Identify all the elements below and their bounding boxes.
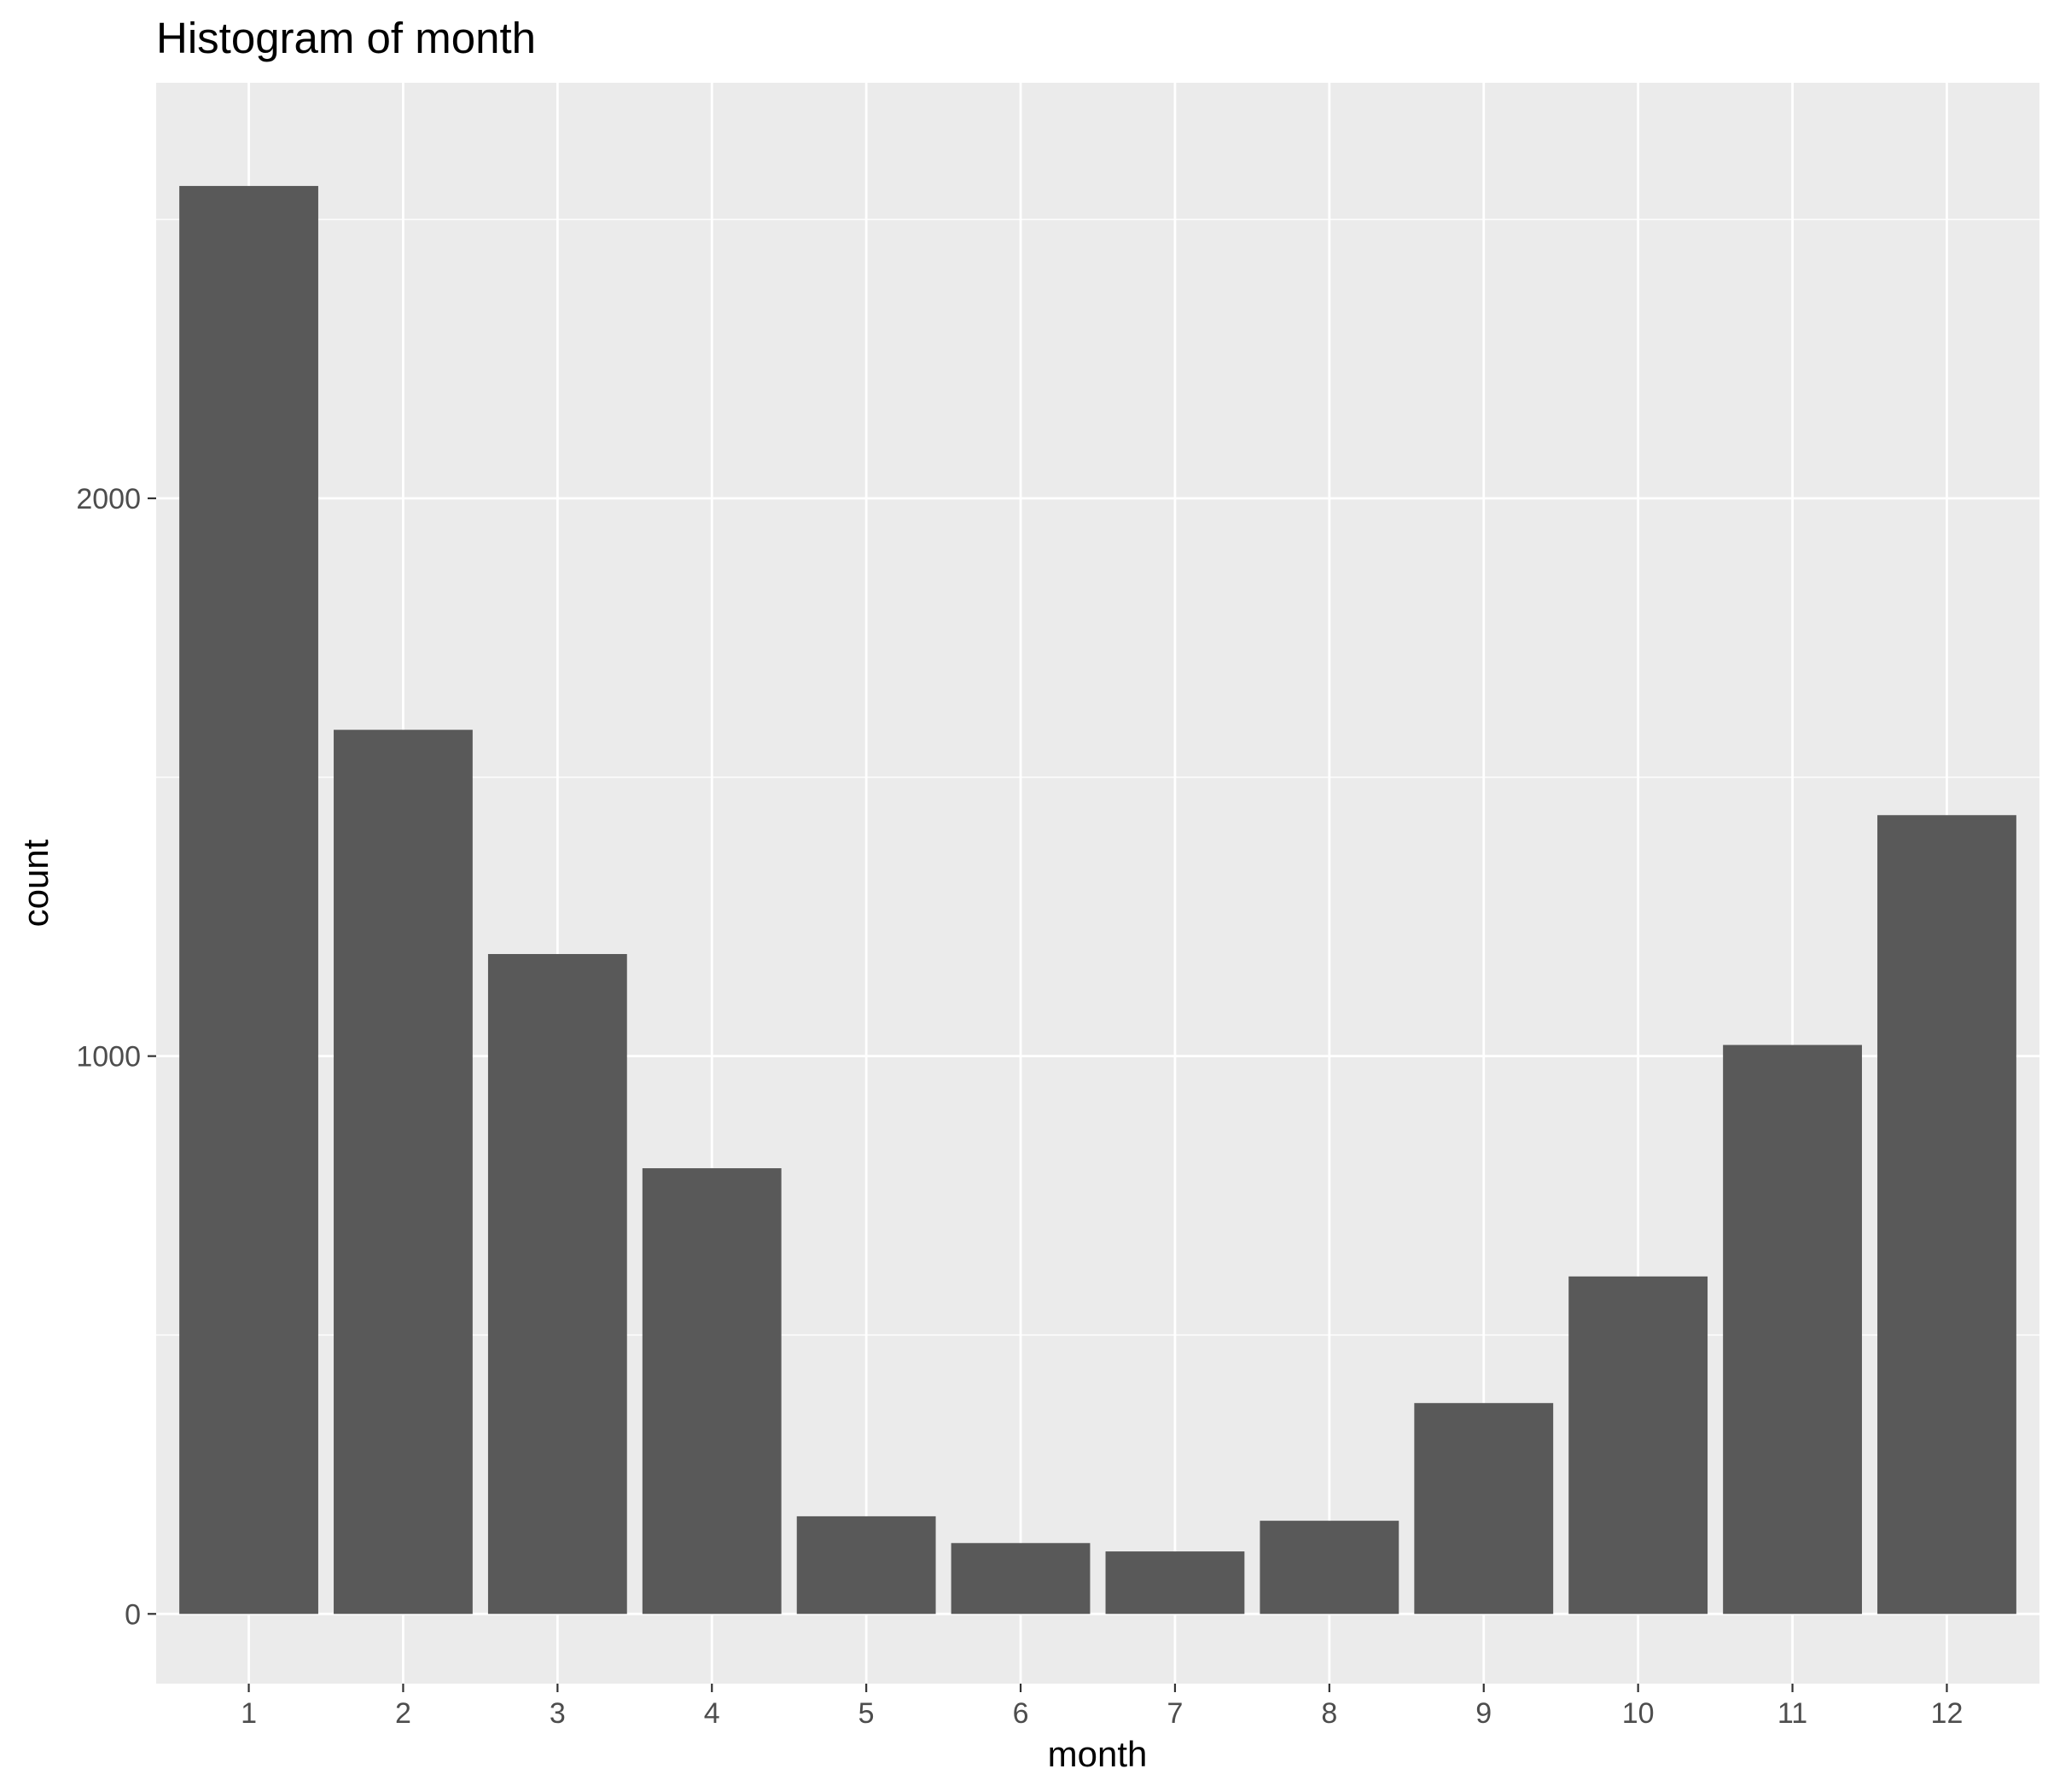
bar-month-11 [1723, 1044, 1862, 1615]
bar-month-8 [1260, 1521, 1399, 1615]
bar-month-4 [642, 1168, 782, 1615]
x-tick-label: 7 [1167, 1697, 1183, 1730]
x-tick-label: 6 [1013, 1697, 1029, 1730]
chart-title: Histogram of month [156, 14, 536, 62]
x-tick-label: 4 [704, 1697, 720, 1730]
x-tick-label: 3 [550, 1697, 566, 1730]
y-tick-label: 0 [125, 1598, 141, 1631]
bar-month-12 [1877, 815, 2016, 1615]
bars [179, 185, 2016, 1615]
bar-month-6 [951, 1543, 1091, 1615]
x-axis: 1 2 3 4 5 6 7 8 9 10 11 12 [241, 1684, 1963, 1730]
x-tick-label: 10 [1622, 1697, 1655, 1730]
bar-month-9 [1414, 1403, 1554, 1615]
x-tick-label: 8 [1321, 1697, 1337, 1730]
bar-month-10 [1568, 1276, 1708, 1615]
bar-month-5 [796, 1516, 936, 1615]
x-tick-label: 1 [241, 1697, 257, 1730]
x-tick-label: 2 [395, 1697, 411, 1730]
y-tick-label: 1000 [76, 1041, 141, 1073]
bar-month-1 [179, 185, 318, 1615]
y-axis-title: count [15, 839, 55, 927]
y-axis: 0 1000 2000 [76, 483, 156, 1631]
x-axis-title: month [1048, 1734, 1148, 1774]
x-tick-label: 11 [1777, 1697, 1807, 1730]
y-tick-label: 2000 [76, 483, 141, 515]
x-tick-label: 9 [1475, 1697, 1492, 1730]
x-tick-label: 5 [858, 1697, 875, 1730]
x-tick-label: 12 [1931, 1697, 1964, 1730]
bar-month-7 [1105, 1551, 1245, 1615]
bar-month-2 [334, 730, 473, 1615]
bar-month-3 [487, 954, 627, 1615]
